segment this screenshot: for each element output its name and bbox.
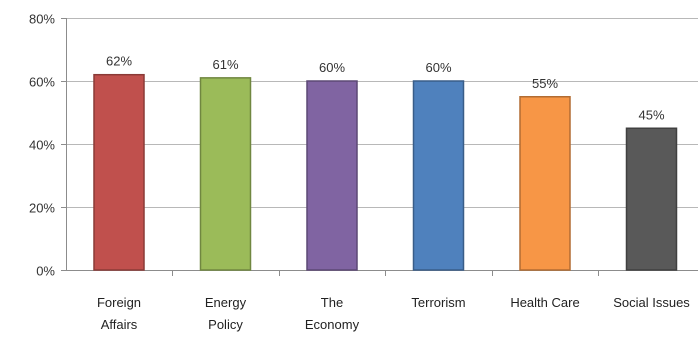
x-tick-label: The <box>321 295 343 310</box>
bar <box>412 80 465 271</box>
data-label: 60% <box>319 60 345 75</box>
x-tick-label: Economy <box>305 317 360 332</box>
data-label: 60% <box>425 60 451 75</box>
y-tick-label: 20% <box>29 201 55 216</box>
data-label: 61% <box>212 57 238 72</box>
bar <box>625 127 678 271</box>
bar <box>93 73 145 271</box>
y-tick-label: 60% <box>29 75 55 90</box>
labels: 62% Foreign Affairs 61% Energy Policy 60% The Ec… <box>97 54 690 332</box>
x-tick-label: Social Issues <box>613 295 690 310</box>
bar <box>199 77 252 271</box>
bar <box>519 96 571 271</box>
y-tick-label: 80% <box>29 12 55 27</box>
data-label: 55% <box>532 76 558 91</box>
x-tick-label: Terrorism <box>411 295 465 310</box>
x-tick-label: Energy <box>205 295 247 310</box>
x-tick-label: Health Care <box>510 295 579 310</box>
gridlines <box>66 18 698 208</box>
data-label: 45% <box>638 107 664 122</box>
data-label: 62% <box>106 54 132 69</box>
x-tick-label: Foreign <box>97 295 141 310</box>
x-tick-label: Policy <box>208 317 243 332</box>
y-tick-label: 40% <box>29 138 55 153</box>
bars <box>93 73 678 271</box>
y-tick-label: 0% <box>36 264 55 279</box>
axes: 0% 20% 40% 60% 80% <box>29 12 698 279</box>
bar <box>306 80 358 271</box>
x-tick-label: Affairs <box>101 317 138 332</box>
